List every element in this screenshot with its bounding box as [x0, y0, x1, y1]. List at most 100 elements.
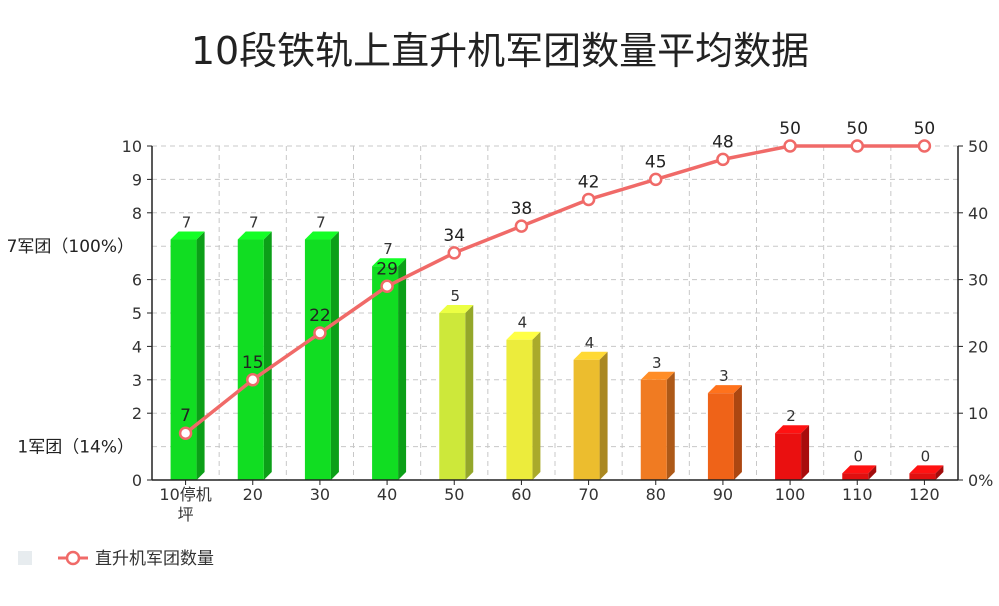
line-data-label: 42 — [578, 172, 600, 192]
line-data-label: 45 — [645, 152, 667, 172]
line-data-label: 22 — [309, 306, 331, 326]
bar-top — [506, 331, 541, 340]
bar-data-label: 0 — [853, 447, 863, 465]
bar-data-label: 5 — [450, 287, 460, 305]
bar-data-label: 0 — [921, 447, 931, 465]
bar-data-label: 4 — [585, 334, 595, 352]
bar-side — [330, 231, 339, 480]
line-point — [850, 139, 864, 153]
bar-side — [263, 231, 272, 480]
bar-top — [707, 385, 742, 394]
bar-side — [666, 371, 675, 480]
line-point — [447, 246, 461, 260]
left-tick-label: 5 — [132, 304, 142, 323]
bar-data-label: 7 — [383, 240, 393, 258]
x-tick-label: 10停机坪 — [159, 485, 211, 524]
chart-title: 10段铁轨上直升机军团数量平均数据 — [191, 29, 809, 73]
bar-front — [573, 359, 600, 480]
x-tick-label: 70 — [578, 485, 598, 504]
line-point — [313, 326, 327, 340]
line-data-label: 7 — [180, 406, 191, 426]
line-point — [716, 152, 730, 167]
bar-data-label: 2 — [786, 407, 796, 425]
right-tick-label: 20 — [968, 337, 988, 356]
right-tick-label: 10 — [968, 404, 988, 423]
x-tick-label: 90 — [713, 485, 733, 504]
line-data-label: 50 — [846, 119, 868, 139]
bar-top — [372, 258, 407, 267]
bar — [707, 385, 742, 480]
line-path — [184, 144, 925, 435]
bar-data-label: 3 — [719, 367, 729, 385]
bar-front — [237, 239, 264, 480]
bar-data-label: 7 — [316, 214, 326, 232]
bar-front — [506, 339, 533, 480]
left-tick-label: 9 — [132, 170, 142, 189]
line-point — [380, 279, 394, 294]
bar-side — [801, 425, 810, 480]
line-point — [917, 139, 932, 153]
bar-side — [935, 465, 944, 480]
bar — [640, 371, 675, 480]
bar-side — [532, 331, 541, 480]
bar-front — [640, 379, 667, 480]
bar-top — [573, 351, 608, 360]
bar-front — [170, 239, 197, 480]
bar-top — [842, 465, 877, 474]
left-tick-label: 8 — [132, 204, 142, 223]
bar-front — [707, 393, 734, 480]
bar-side — [733, 385, 742, 480]
line-data-label: 15 — [242, 353, 264, 373]
bar-top — [304, 231, 339, 240]
line-data-label: 50 — [914, 119, 936, 139]
x-tick-label: 20 — [243, 485, 263, 504]
bar-front — [909, 473, 936, 480]
x-tick-line: 10停机 — [159, 485, 211, 504]
bar-top — [640, 371, 675, 380]
bar — [909, 465, 944, 480]
bar — [372, 258, 407, 480]
left-tick-label: 6 — [132, 271, 142, 290]
legend-marker-icon — [65, 550, 81, 566]
bar-front — [439, 313, 466, 480]
x-tick-line: 坪 — [178, 505, 194, 524]
bar — [573, 351, 608, 480]
line-point — [783, 139, 797, 153]
bar-data-label: 7 — [249, 214, 259, 232]
bar-front — [775, 433, 802, 480]
bar — [170, 231, 205, 480]
line-data-label: 48 — [712, 132, 734, 152]
bar-top — [775, 425, 810, 434]
bar-top — [170, 231, 205, 240]
left-tick-label: 3 — [132, 371, 142, 390]
right-tick-label: 30 — [968, 271, 988, 290]
bar-data-label: 3 — [652, 354, 662, 372]
bar-front — [842, 473, 869, 480]
x-tick-label: 40 — [377, 485, 397, 504]
left-tick-label: 0 — [132, 471, 142, 490]
line-point — [649, 172, 663, 187]
right-tick-label: 40 — [968, 204, 988, 223]
bar — [439, 305, 474, 480]
bar-data-label: 4 — [518, 314, 528, 332]
left-tick-label: 4 — [132, 337, 142, 356]
x-tick-label: 30 — [310, 485, 330, 504]
left-reference-label: 1军团（14%） — [17, 438, 134, 458]
x-tick-label: 50 — [444, 485, 464, 504]
line-point — [178, 426, 193, 440]
line-data-label: 50 — [779, 119, 801, 139]
bar-side — [599, 351, 608, 480]
bar-top — [439, 305, 474, 313]
x-tick-label: 80 — [646, 485, 666, 504]
bar-top — [237, 231, 272, 240]
line-point — [246, 373, 260, 387]
legend-swatch-bars — [18, 551, 32, 565]
right-tick-label: 0% — [968, 471, 993, 490]
bar — [237, 231, 272, 480]
bar-top — [909, 465, 944, 474]
x-tick-label: 120 — [909, 485, 940, 504]
grid-lines — [152, 145, 959, 480]
bar-side — [465, 305, 474, 480]
